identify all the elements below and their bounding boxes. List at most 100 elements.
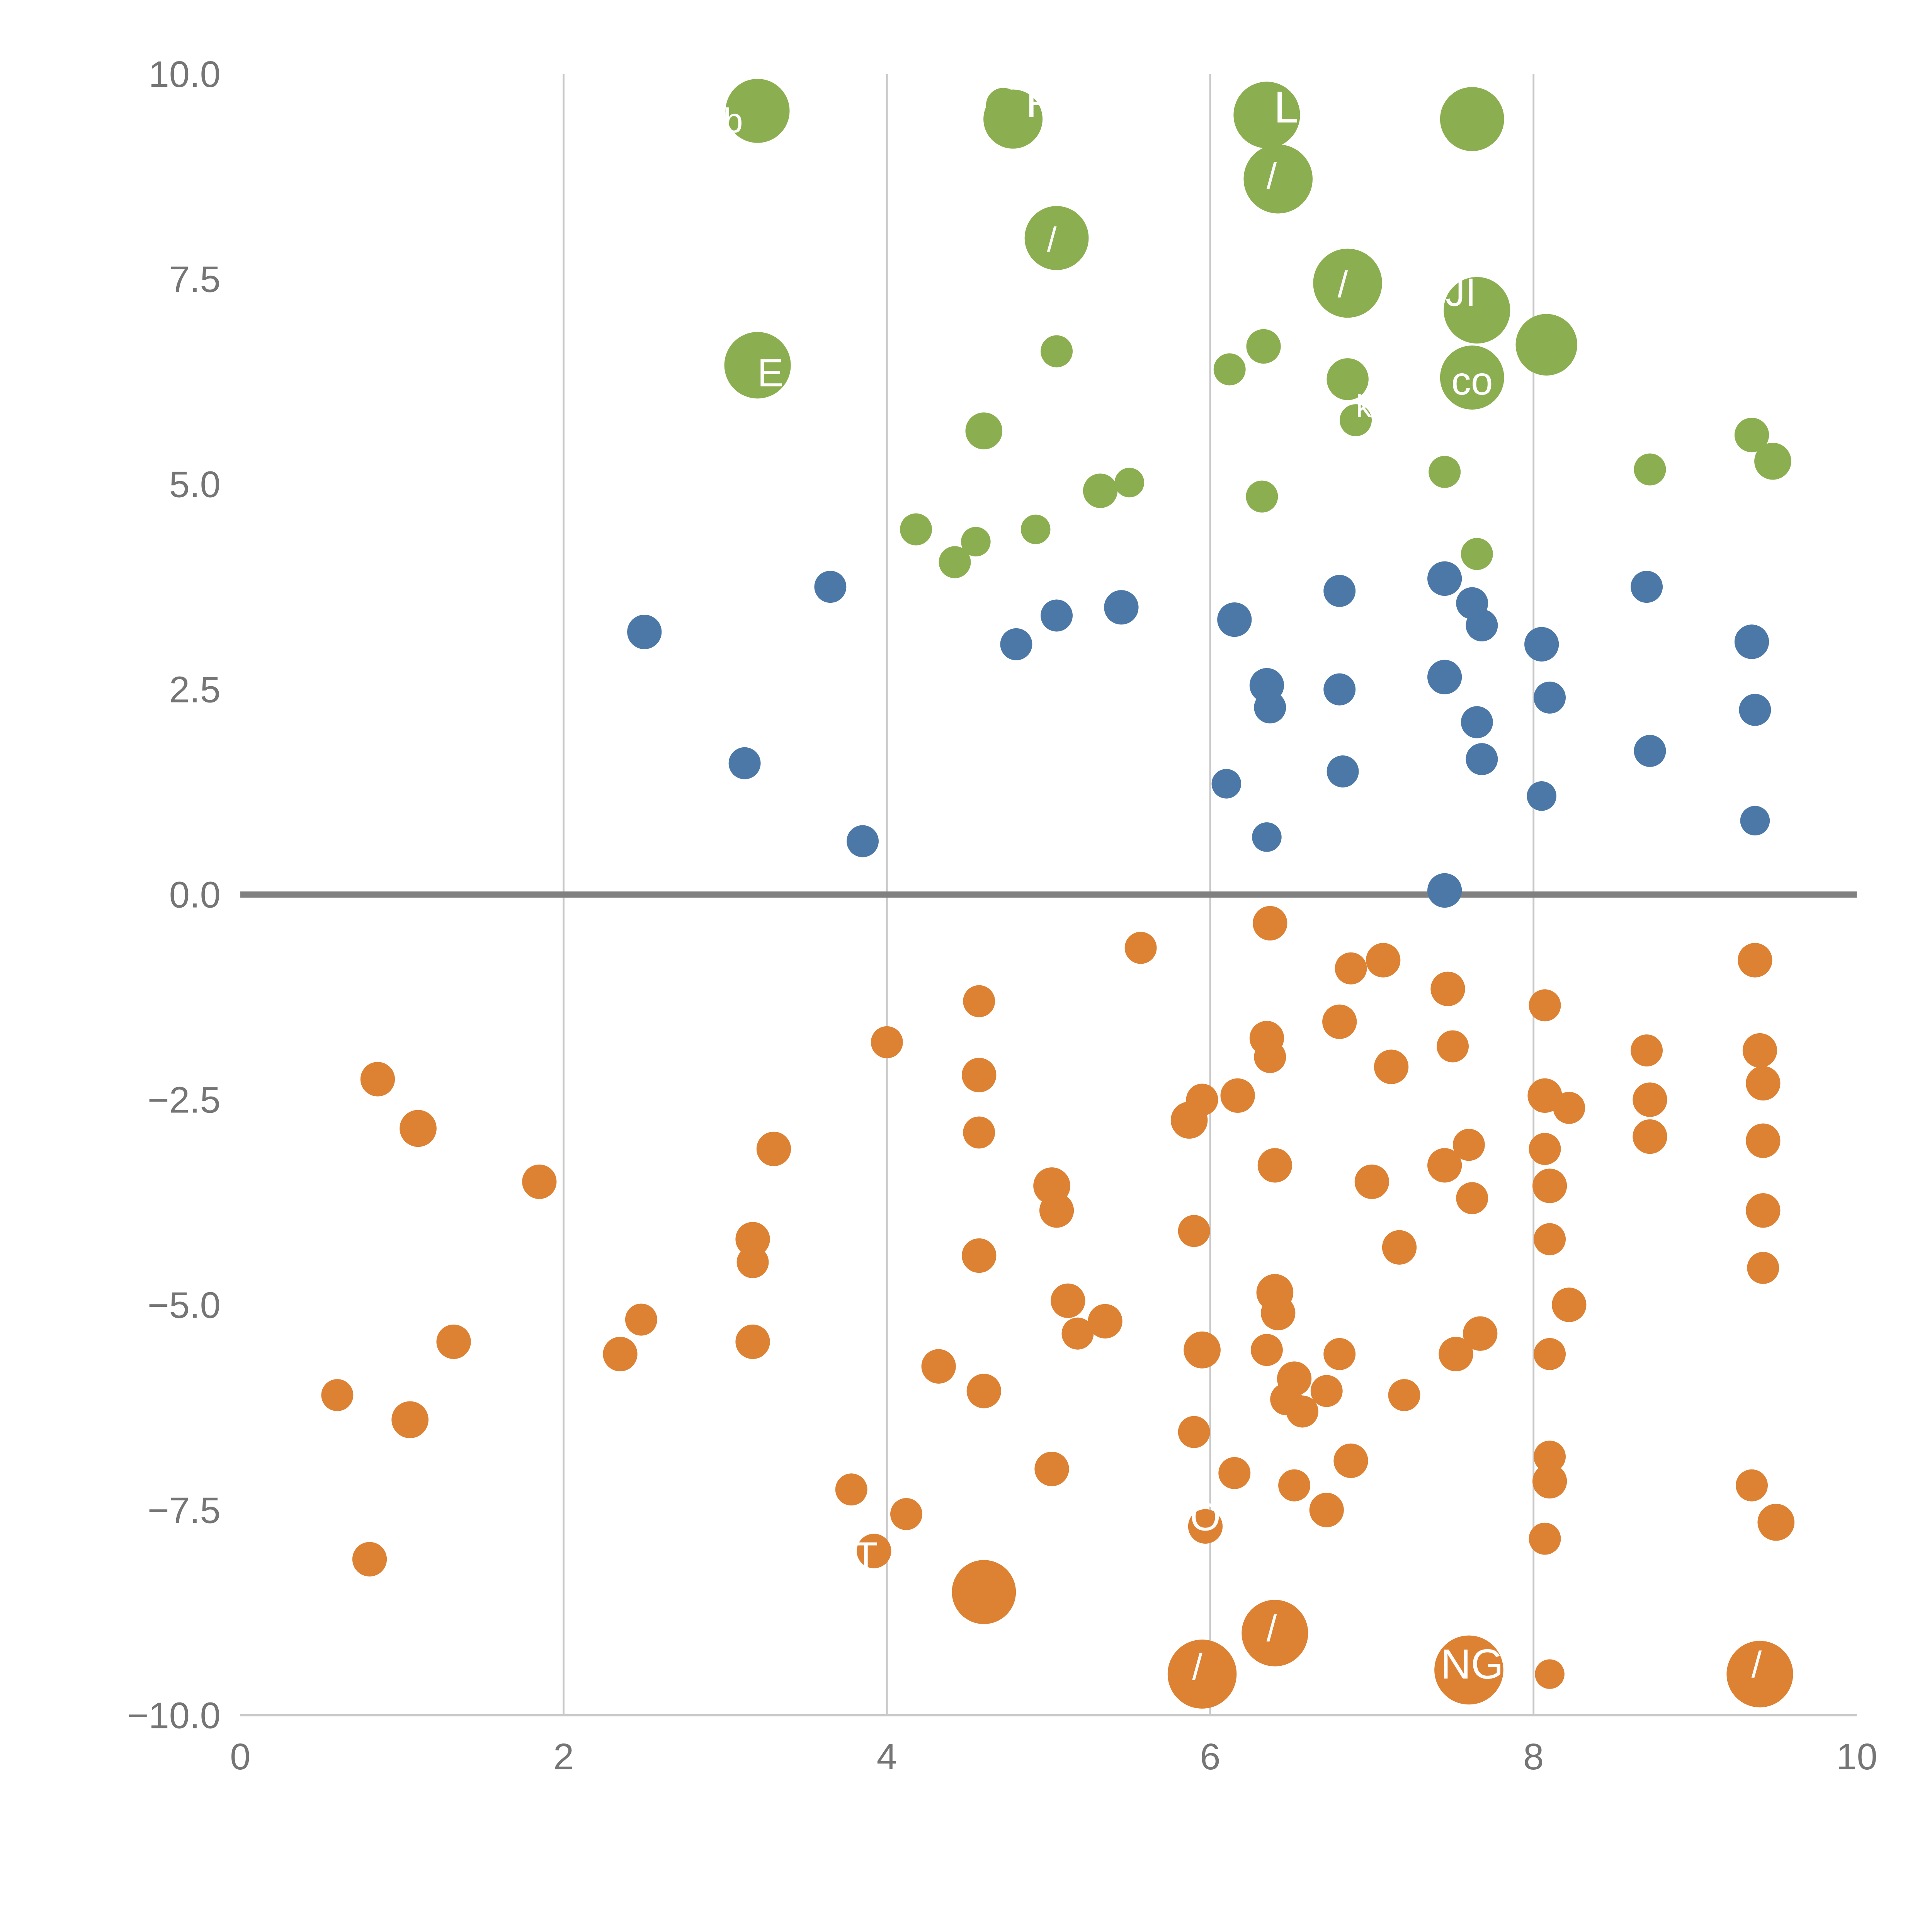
data-point-orange[interactable]: [1039, 1193, 1074, 1228]
data-point-green[interactable]: [1233, 82, 1300, 148]
data-point-blue[interactable]: [728, 747, 761, 779]
data-point-orange[interactable]: [321, 1379, 354, 1411]
data-point-orange[interactable]: [1250, 1334, 1283, 1366]
data-point-orange[interactable]: [735, 1222, 770, 1257]
data-point-green[interactable]: [1340, 404, 1372, 436]
data-point-orange[interactable]: [966, 1374, 1001, 1408]
data-point-orange[interactable]: [1529, 989, 1561, 1022]
data-point-orange[interactable]: [1254, 1041, 1286, 1073]
data-point-orange[interactable]: [1374, 1049, 1409, 1084]
data-point-orange[interactable]: [1534, 1338, 1566, 1370]
data-point-green[interactable]: [1020, 514, 1051, 544]
data-point-orange[interactable]: [1742, 1033, 1777, 1068]
data-point-orange[interactable]: [1633, 1119, 1667, 1154]
data-point-orange[interactable]: [1633, 1082, 1667, 1117]
data-point-orange[interactable]: [1532, 1464, 1567, 1499]
data-point-orange[interactable]: [1323, 1338, 1356, 1370]
data-point-orange[interactable]: [835, 1473, 867, 1506]
data-point-green[interactable]: [983, 89, 1043, 149]
data-point-orange[interactable]: [1430, 971, 1465, 1006]
data-point-orange[interactable]: [1184, 1331, 1221, 1369]
data-point-green[interactable]: [1083, 473, 1118, 508]
data-point-orange[interactable]: [400, 1110, 437, 1147]
data-point-green[interactable]: [1734, 418, 1769, 452]
data-point-orange[interactable]: [1366, 943, 1401, 978]
data-point-orange[interactable]: [1746, 1193, 1781, 1228]
data-point-orange[interactable]: [1535, 1659, 1565, 1689]
data-point-blue[interactable]: [1211, 769, 1242, 799]
data-point-green[interactable]: [1246, 480, 1278, 513]
data-point-blue[interactable]: [1254, 691, 1286, 724]
data-point-orange[interactable]: [1220, 1078, 1255, 1113]
data-point-green[interactable]: [1024, 206, 1089, 270]
data-point-orange[interactable]: [1747, 1252, 1779, 1284]
data-point-green[interactable]: [1041, 335, 1073, 367]
data-point-blue[interactable]: [1527, 781, 1556, 811]
data-point-blue[interactable]: [1041, 599, 1073, 632]
data-point-orange[interactable]: [1529, 1522, 1561, 1555]
data-point-orange[interactable]: [1427, 1148, 1462, 1183]
data-point-orange[interactable]: [1382, 1230, 1417, 1265]
data-point-orange[interactable]: [1186, 1083, 1218, 1116]
data-point-orange[interactable]: [1736, 1469, 1768, 1502]
data-point-blue[interactable]: [1631, 571, 1663, 603]
data-point-orange[interactable]: [890, 1498, 922, 1530]
data-point-green[interactable]: [1213, 353, 1246, 386]
data-point-orange[interactable]: [1529, 1133, 1561, 1165]
data-point-orange[interactable]: [1335, 952, 1367, 985]
data-point-green[interactable]: [1754, 442, 1791, 480]
data-point-orange[interactable]: [962, 1058, 997, 1092]
data-point-orange[interactable]: [1527, 1078, 1562, 1113]
data-point-orange[interactable]: [1456, 1182, 1488, 1214]
data-point-green[interactable]: [1461, 538, 1493, 570]
data-point-orange[interactable]: [1631, 1034, 1663, 1067]
data-point-blue[interactable]: [1000, 628, 1032, 660]
data-point-orange[interactable]: [962, 1238, 997, 1273]
data-point-orange[interactable]: [1746, 1066, 1781, 1101]
data-point-orange[interactable]: [1333, 1443, 1368, 1478]
data-point-orange[interactable]: [1310, 1375, 1343, 1407]
data-point-blue[interactable]: [1534, 681, 1566, 714]
data-point-orange[interactable]: [1061, 1317, 1094, 1350]
data-point-orange[interactable]: [756, 1131, 791, 1167]
data-point-orange[interactable]: [1167, 1639, 1237, 1709]
data-point-orange[interactable]: [1437, 1030, 1469, 1063]
data-point-orange[interactable]: [352, 1542, 387, 1577]
data-point-orange[interactable]: [1253, 906, 1287, 941]
data-point-green[interactable]: [725, 78, 790, 143]
data-point-green[interactable]: [961, 527, 991, 557]
data-point-orange[interactable]: [1746, 1123, 1781, 1158]
data-point-orange[interactable]: [1124, 932, 1157, 964]
data-point-blue[interactable]: [1323, 575, 1356, 607]
data-point-blue[interactable]: [1461, 706, 1493, 738]
data-point-orange[interactable]: [1034, 1452, 1069, 1486]
data-point-orange[interactable]: [963, 1116, 995, 1149]
data-point-blue[interactable]: [1466, 743, 1498, 776]
data-point-orange[interactable]: [1552, 1287, 1587, 1322]
data-point-blue[interactable]: [814, 571, 847, 603]
data-point-blue[interactable]: [1323, 673, 1356, 706]
data-point-green[interactable]: [1515, 314, 1577, 376]
data-point-orange[interactable]: [1534, 1223, 1566, 1255]
data-point-orange[interactable]: [921, 1349, 956, 1384]
data-point-green[interactable]: [1327, 358, 1369, 400]
data-point-green[interactable]: [724, 332, 791, 399]
data-point-blue[interactable]: [1427, 660, 1462, 694]
data-point-orange[interactable]: [1388, 1379, 1420, 1411]
data-point-blue[interactable]: [1427, 561, 1462, 596]
data-point-green[interactable]: [1243, 144, 1313, 214]
data-point-orange[interactable]: [1309, 1493, 1344, 1527]
data-point-orange[interactable]: [1532, 1168, 1567, 1203]
data-point-orange[interactable]: [735, 1324, 770, 1359]
data-point-orange[interactable]: [1178, 1215, 1210, 1247]
data-point-orange[interactable]: [1726, 1641, 1793, 1708]
data-point-orange[interactable]: [952, 1560, 1016, 1624]
data-point-orange[interactable]: [1218, 1457, 1251, 1489]
data-point-blue[interactable]: [1524, 627, 1559, 662]
data-point-green[interactable]: [900, 513, 932, 546]
data-point-orange[interactable]: [1354, 1164, 1389, 1199]
data-point-orange[interactable]: [1757, 1503, 1795, 1541]
data-point-orange[interactable]: [1534, 1440, 1566, 1473]
data-point-orange[interactable]: [1051, 1283, 1085, 1318]
data-point-orange[interactable]: [1286, 1395, 1318, 1428]
